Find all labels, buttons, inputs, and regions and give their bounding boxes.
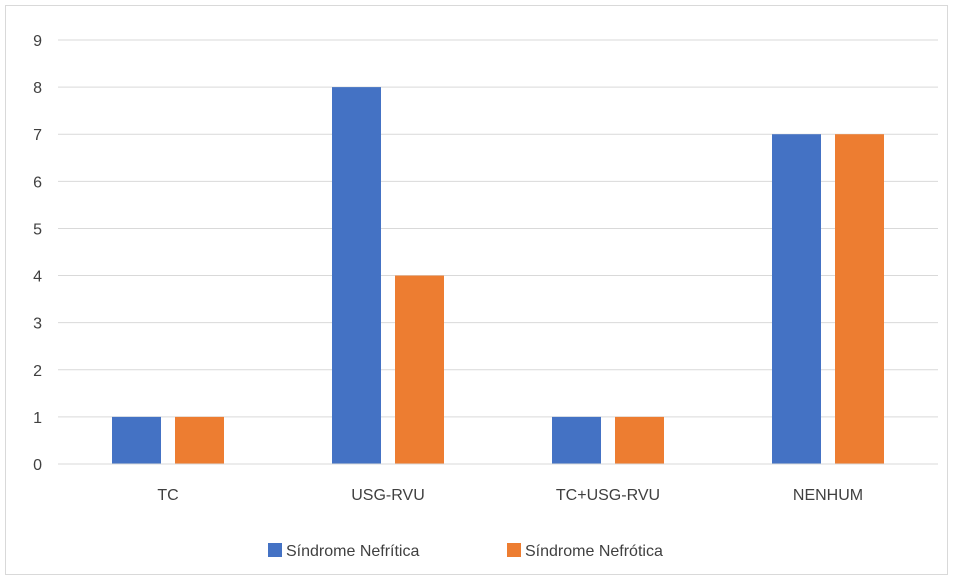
y-tick-label: 3 [33,316,42,333]
legend-label: Síndrome Nefrótica [525,543,663,560]
x-category-label: TC [157,487,178,504]
y-tick-label: 4 [33,269,42,286]
x-category-label: TC+USG-RVU [556,487,660,504]
y-tick-label: 1 [33,410,42,427]
x-category-label: USG-RVU [351,487,425,504]
bar-usg-rvu-series-2 [395,275,444,464]
y-tick-label: 7 [33,127,42,144]
bar-tc-usg-rvu-series-1 [552,416,601,464]
legend-swatch [507,543,521,557]
x-category-label: NENHUM [793,487,863,504]
x-axis-category-labels: TC USG-RVU TC+USG-RVU NENHUM [157,487,863,504]
bars [112,87,884,464]
bar-usg-rvu-series-1 [332,87,381,464]
bar-tc-series-2 [175,416,224,464]
y-tick-label: 6 [33,174,42,191]
bar-tc-series-1 [112,416,161,464]
y-tick-label: 8 [33,80,42,97]
y-axis-tick-labels: 0 1 2 3 4 5 6 7 8 9 [33,33,42,474]
bar-tc-usg-rvu-series-2 [615,416,664,464]
y-tick-label: 2 [33,363,42,380]
y-tick-label: 9 [33,33,42,50]
bar-nenhum-series-2 [835,134,884,464]
bar-nenhum-series-1 [772,134,821,464]
legend: Síndrome Nefrítica Síndrome Nefrótica [268,543,663,560]
y-tick-label: 0 [33,457,42,474]
y-tick-label: 5 [33,221,42,238]
legend-swatch [268,543,282,557]
legend-label: Síndrome Nefrítica [286,543,419,560]
